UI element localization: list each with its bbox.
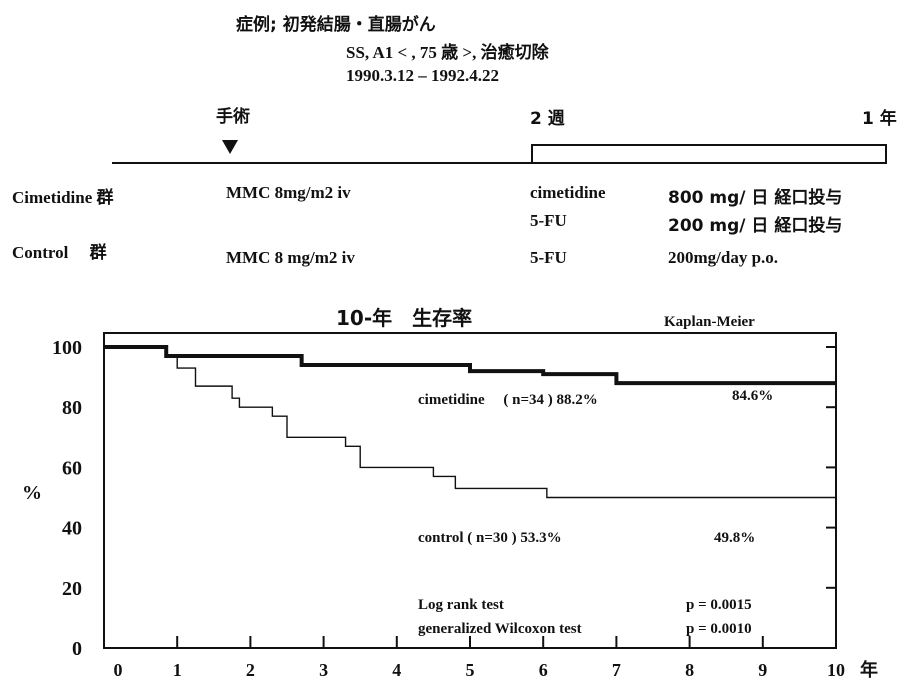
y-tick-label: 0	[72, 638, 82, 660]
logrank-label: Log rank test	[418, 597, 504, 613]
cimetidine-group-label: Cimetidine 群	[12, 188, 114, 207]
logrank-p: p = 0.0015	[686, 597, 752, 613]
x-tick-label: 5	[466, 660, 475, 680]
cimetidine-drug1: cimetidine	[530, 183, 606, 202]
cimetidine-annotation: cimetidine ( n=34 ) 88.2%	[418, 392, 598, 408]
x-tick-label: 9	[758, 660, 767, 680]
y-tick-label: 80	[62, 397, 82, 419]
control-mmc: MMC 8 mg/m2 iv	[226, 248, 355, 267]
case-line: 症例; 初発結腸・直腸がん	[236, 15, 436, 35]
cimetidine-drug2: 5-FU	[530, 211, 567, 230]
x-tick-label: 0	[114, 660, 123, 680]
cimetidine-dose1: 800 mg/ 日 経口投与	[668, 188, 843, 208]
control-survival-curve	[104, 346, 836, 499]
cimetidine-10y-rate: 84.6%	[732, 388, 774, 404]
year-label: 1 年	[862, 109, 897, 129]
control-annotation: control ( n=30 ) 53.3%	[418, 530, 562, 546]
x-axis-label: 年	[860, 659, 878, 680]
x-tick-label: 2	[246, 660, 255, 680]
y-tick-label: 20	[62, 578, 82, 600]
y-axis-label: %	[22, 482, 42, 504]
cimetidine-mmc: MMC 8mg/m2 iv	[226, 183, 351, 202]
control-10y-rate: 49.8%	[714, 530, 756, 546]
x-tick-label: 3	[319, 660, 328, 680]
x-tick-label: 8	[685, 660, 694, 680]
x-tick-label: 10	[827, 660, 845, 680]
period-line: 1990.3.12 – 1992.4.22	[346, 66, 499, 85]
cimetidine-survival-curve	[104, 345, 836, 386]
stage-line: SS, A1 < , 75 歳 >, 治癒切除	[346, 43, 549, 62]
control-group-label: Control 群	[12, 243, 107, 262]
wilcoxon-p: p = 0.0010	[686, 621, 752, 637]
method-label: Kaplan-Meier	[664, 314, 755, 330]
x-tick-label: 6	[539, 660, 548, 680]
x-tick-label: 4	[392, 660, 401, 680]
y-tick-label: 60	[62, 457, 82, 479]
cimetidine-dose2: 200 mg/ 日 経口投与	[668, 216, 843, 236]
chart-title: 10-年 生存率	[336, 306, 473, 330]
x-tick-label: 7	[612, 660, 621, 680]
surgery-marker-icon	[222, 140, 238, 154]
x-tick-label: 1	[173, 660, 182, 680]
surgery-label: 手術	[216, 107, 250, 127]
wilcoxon-label: generalized Wilcoxon test	[418, 621, 582, 637]
week-label: 2 週	[530, 109, 565, 129]
treatment-period-box	[531, 144, 887, 164]
control-drug: 5-FU	[530, 248, 567, 267]
y-tick-label: 40	[62, 518, 82, 540]
control-dose: 200mg/day p.o.	[668, 248, 779, 267]
y-tick-label: 100	[52, 337, 82, 359]
